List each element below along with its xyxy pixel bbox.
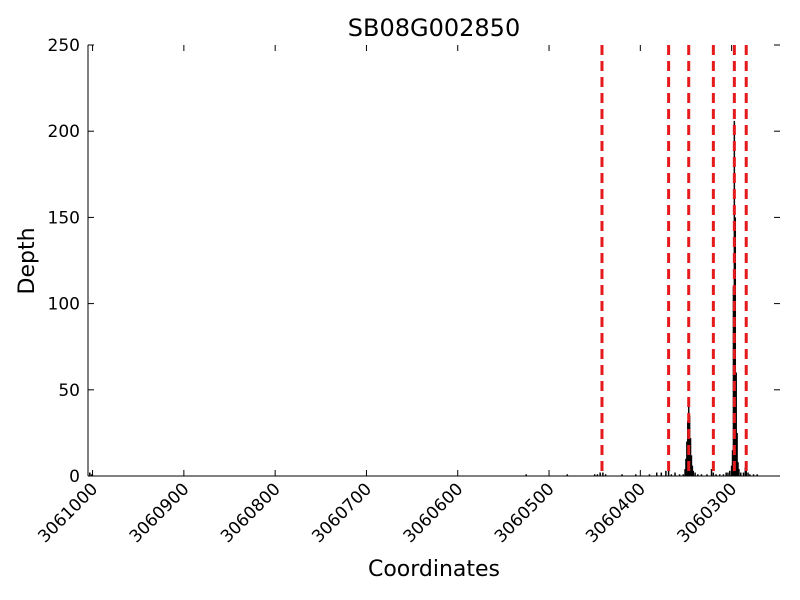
depth-bar [660, 472, 663, 476]
depth-bar [621, 474, 623, 476]
depth-bar [706, 474, 708, 476]
depth-bar [678, 474, 681, 476]
depth-bar [665, 470, 667, 476]
x-tick-label: 3060700 [308, 479, 376, 547]
depth-bar [737, 462, 739, 476]
depth-bar [687, 403, 690, 476]
depth-bar [692, 470, 695, 476]
x-tick-label: 3060300 [673, 479, 741, 547]
depth-bar [712, 472, 715, 476]
depth-bar [735, 372, 737, 476]
depth-bar [733, 120, 736, 477]
depth-bar [670, 474, 673, 476]
x-axis-title: Coordinates [368, 557, 500, 582]
depth-bar [686, 441, 688, 476]
depth-bar [89, 472, 91, 476]
y-tick-label: 50 [58, 381, 80, 401]
depth-bar [719, 474, 721, 476]
x-tick-label: 3060500 [491, 479, 559, 547]
depth-bar [682, 474, 684, 476]
depth-bar [749, 474, 751, 476]
depth-bar [739, 472, 742, 476]
depth-bar [602, 472, 604, 476]
depth-bar [90, 474, 93, 476]
plot-area [89, 45, 758, 477]
depth-bar [685, 458, 687, 476]
chart-title: SB08G002850 [348, 14, 520, 42]
depth-bar [745, 470, 747, 476]
depth-bar [684, 469, 686, 476]
depth-bar [596, 474, 599, 476]
depth-bar [599, 472, 601, 476]
y-axis-title: Depth [15, 227, 40, 294]
depth-bar [648, 474, 651, 476]
depth-bar [700, 474, 703, 476]
depth-bar [635, 474, 637, 476]
depth-bar [722, 474, 725, 476]
depth-bar [734, 217, 737, 476]
depth-bar [725, 472, 727, 476]
axes [87, 44, 780, 477]
depth-bar [691, 465, 694, 476]
depth-bar [747, 472, 749, 476]
depth-bar [694, 472, 696, 476]
depth-bar [727, 472, 729, 476]
depth-bar [715, 474, 717, 476]
y-tick-label: 150 [48, 208, 80, 228]
depth-bar [566, 474, 569, 476]
depth-bar [742, 472, 745, 476]
depth-bar [689, 438, 692, 476]
depth-bar [604, 474, 607, 476]
depth-bar [710, 469, 713, 476]
depth-bar [736, 432, 738, 476]
y-tick-label: 100 [48, 295, 80, 315]
depth-bar [593, 474, 596, 476]
y-tick-label: 200 [48, 122, 80, 142]
depth-bar [744, 467, 747, 476]
y-tick-label: 250 [48, 36, 80, 56]
depth-bar [756, 474, 758, 476]
x-tick-label: 3060400 [582, 479, 650, 547]
depth-bar [674, 472, 676, 476]
depth-bar [525, 474, 527, 476]
depth-bar [667, 467, 670, 476]
depth-bar [729, 470, 731, 476]
depth-bar [731, 450, 734, 476]
depth-bar [697, 474, 699, 476]
y-tick-label: 0 [69, 467, 80, 487]
depth-bar [656, 472, 658, 476]
x-tick-label: 3060800 [217, 479, 285, 547]
depth-bar [690, 455, 693, 476]
x-tick-label: 3061000 [34, 479, 102, 547]
x-tick-label: 3060600 [400, 479, 468, 547]
x-tick-label: 3060900 [126, 479, 194, 547]
depth-bar [752, 474, 755, 476]
depth-bar [738, 469, 740, 476]
